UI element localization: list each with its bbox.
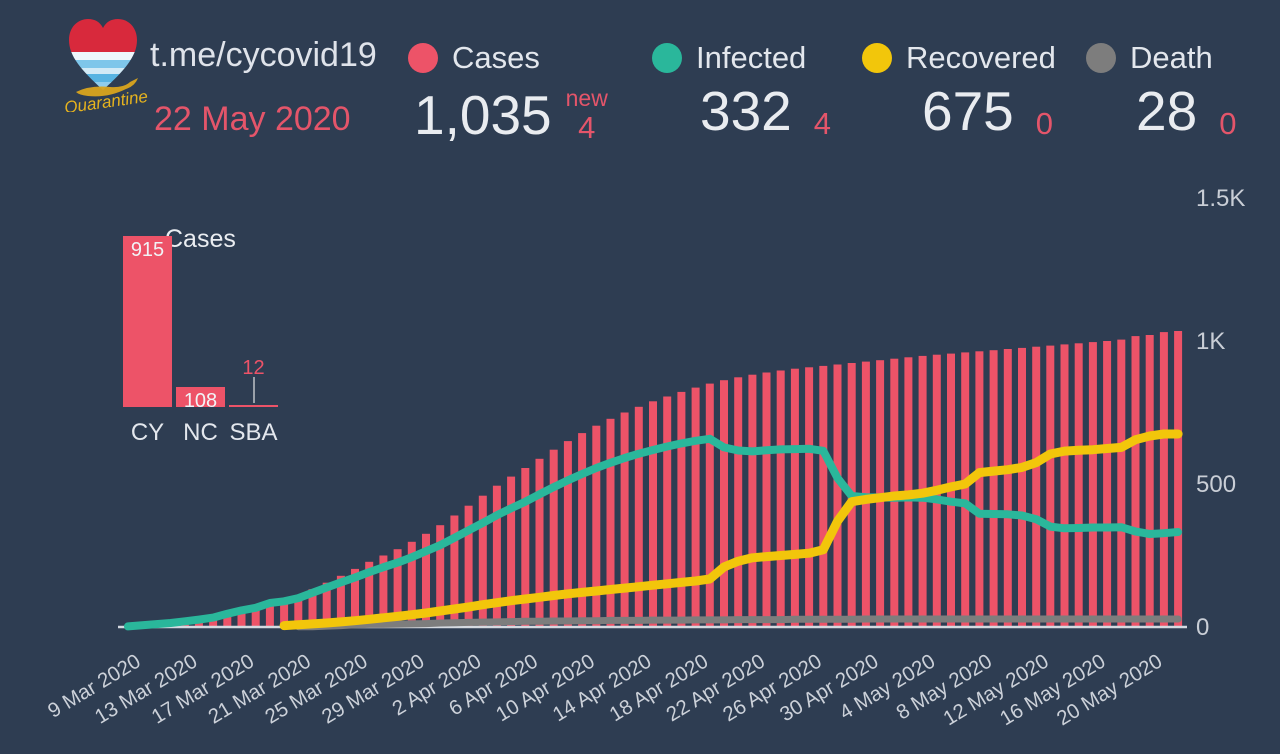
recovered-legend-dot	[862, 43, 892, 73]
inset-bar-CY	[123, 236, 172, 407]
death-value: 28	[1136, 80, 1198, 142]
cases-value: 1,035	[414, 84, 552, 147]
stat-recovered: Recovered 675 0	[862, 40, 1056, 142]
recovered-value: 675	[922, 80, 1014, 142]
inset-value-label: 12	[242, 356, 265, 379]
death-label: Death	[1130, 40, 1213, 75]
report-date: 22 May 2020	[154, 100, 351, 138]
y-tick-label: 0	[1196, 614, 1209, 641]
infected-label: Infected	[696, 40, 807, 75]
y-tick-label: 1K	[1196, 328, 1225, 355]
death-delta: 0	[1219, 105, 1237, 141]
cases-legend-dot	[408, 43, 438, 73]
quarantine-heart-logo: Quarantine	[56, 10, 151, 117]
inset-chart-title: Cases	[165, 225, 236, 253]
inset-value-label: 108	[183, 389, 218, 412]
recovered-label: Recovered	[906, 40, 1056, 75]
inset-region-chart: Cases 915 CY 108 NC 12 SBA	[123, 225, 413, 455]
death-legend-dot	[1086, 43, 1116, 73]
y-axis-labels: 0 500 1K 1.5K	[1196, 185, 1245, 641]
inset-category-label: NC	[183, 419, 218, 446]
recovered-delta: 0	[1035, 105, 1054, 141]
stat-cases: Cases 1,035 new 4	[408, 40, 608, 147]
inset-category-label: SBA	[229, 419, 278, 446]
cases-delta: 4	[578, 110, 596, 146]
heart-flag-icon: Quarantine	[63, 19, 149, 117]
inset-bar-NC	[176, 386, 225, 407]
death-line	[294, 615, 1182, 631]
cyprus-island-icon	[76, 78, 138, 97]
inset-value-label: 915	[130, 239, 165, 261]
infected-legend-dot	[652, 43, 682, 73]
channel-title[interactable]: t.me/cycovid19	[150, 36, 377, 74]
inset-category-label: CY	[130, 419, 165, 446]
infected-delta: 4	[813, 105, 832, 141]
cases-new-caption: new	[565, 85, 608, 111]
cases-label: Cases	[452, 40, 540, 75]
infected-line	[124, 434, 1183, 631]
infected-value: 332	[700, 80, 792, 142]
inset-leader-line	[252, 376, 255, 403]
stat-infected: Infected 332 4	[652, 40, 832, 142]
y-tick-label: 1.5K	[1196, 185, 1245, 212]
stat-death: Death 28 0	[1086, 40, 1237, 142]
recovered-line	[279, 429, 1183, 631]
y-tick-label: 500	[1196, 471, 1236, 498]
inset-bar-SBA	[229, 404, 278, 407]
